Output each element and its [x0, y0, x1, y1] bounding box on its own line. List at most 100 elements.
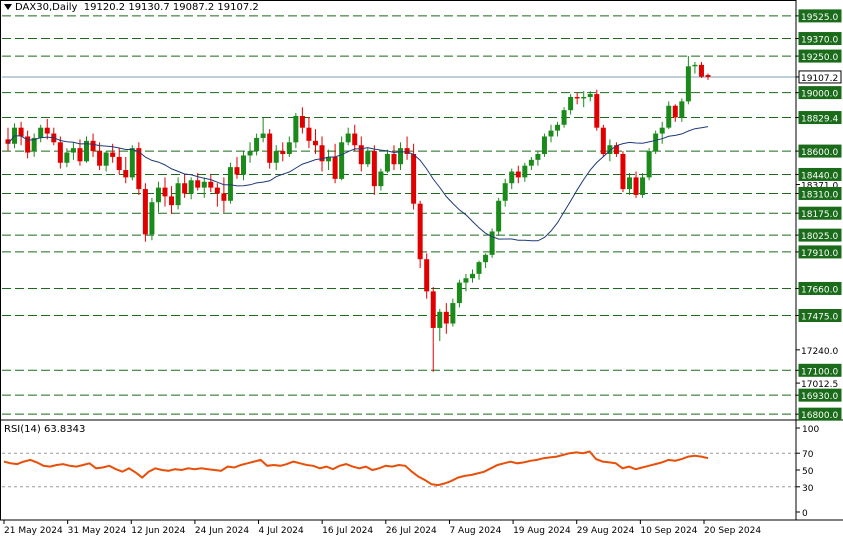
candle [57, 136, 63, 169]
candle-body [607, 145, 613, 154]
candle-body [97, 151, 103, 166]
candle-body [214, 187, 220, 194]
candle-body [18, 127, 24, 137]
candle [594, 89, 600, 131]
rsi-label: RSI(14) [4, 424, 41, 435]
candle-body [653, 133, 659, 152]
candle [496, 197, 502, 236]
candle-body [195, 180, 201, 188]
price-tick-box [798, 186, 842, 200]
candle-body [84, 140, 90, 162]
candle [685, 56, 691, 105]
price-tick-box [798, 9, 842, 23]
candle-body [646, 151, 652, 178]
candle-body [417, 203, 423, 260]
candle [646, 148, 652, 181]
rsi-axis: 100 70 50 30 0 [796, 425, 819, 519]
price-axis: 19525.0 19370.0 19250.0 19107.2 19000.0 18829… [796, 9, 842, 421]
candle [541, 133, 547, 157]
candle [522, 162, 528, 182]
candle-body [201, 181, 207, 188]
candle-body [594, 94, 600, 128]
candle-body [182, 183, 188, 194]
candle [254, 133, 260, 156]
date-tick-label: 19 Aug 2024 [513, 526, 571, 536]
candle [391, 145, 397, 171]
candle [123, 156, 129, 184]
candle-body [483, 254, 489, 263]
candle-body [705, 75, 711, 77]
candle [620, 151, 626, 192]
candle-body [5, 139, 11, 144]
candle-body [254, 137, 260, 152]
candle [469, 269, 475, 283]
candle-body [293, 116, 299, 143]
candle-body [110, 152, 116, 157]
candle-body [672, 105, 678, 118]
candle-body [306, 127, 312, 141]
candle [463, 273, 469, 292]
candle [38, 124, 44, 143]
candle [443, 303, 449, 334]
candle-body [476, 262, 482, 274]
candle [142, 183, 148, 242]
candle [267, 129, 273, 169]
candle-body [371, 151, 377, 187]
candle-body [378, 171, 384, 187]
price-tick-label: 16800.0 [801, 411, 838, 421]
candle-body [411, 154, 417, 204]
candle-body [679, 101, 685, 118]
price-tick-box [798, 206, 842, 220]
candle-body [469, 273, 475, 279]
low-value: 19087.2 [172, 2, 215, 13]
price-tick-label: 18829.4 [801, 115, 838, 125]
candle [600, 124, 606, 157]
candle-body [541, 136, 547, 154]
price-tick-box [798, 70, 842, 84]
price-tick-box [798, 167, 842, 181]
candle-body [548, 130, 554, 137]
price-tick-box [798, 363, 842, 377]
candle-body [384, 154, 390, 172]
rsi-tick-label: 50 [802, 467, 814, 477]
candle-body [515, 171, 521, 178]
candle [384, 149, 390, 173]
candle [273, 145, 279, 171]
candle [31, 133, 37, 157]
candle-body [77, 148, 83, 162]
candle [456, 279, 462, 308]
ma-line [7, 126, 709, 242]
candle-body [424, 259, 430, 292]
moving-average-series [7, 126, 709, 242]
candle-body [339, 142, 345, 179]
candle [116, 148, 122, 175]
candle-body [345, 133, 351, 143]
candle-body [286, 142, 292, 154]
candle-body [633, 177, 639, 195]
price-tick-label: 19370.0 [801, 36, 838, 46]
rsi-series [3, 450, 709, 487]
candle [679, 98, 685, 122]
candle-body [70, 148, 76, 153]
candle-body [273, 151, 279, 163]
date-tick-label: 10 Sep 2024 [640, 526, 697, 536]
price-tick-box [798, 144, 842, 158]
candle [44, 118, 50, 140]
dropdown-triangle-icon[interactable] [4, 4, 12, 10]
candle [574, 92, 580, 105]
candle [299, 107, 305, 134]
candle [5, 127, 11, 152]
candle [136, 142, 142, 195]
candle [319, 136, 325, 172]
candle [548, 124, 554, 143]
rsi-header: RSI(14) 63.8343 [4, 424, 85, 435]
candle [626, 173, 632, 195]
price-tick-label: 19107.2 [801, 74, 838, 84]
candle-body [659, 127, 665, 134]
price-tick-box [798, 407, 842, 421]
price-tick-box [798, 86, 842, 100]
price-tick-box [798, 49, 842, 63]
candle [345, 127, 351, 146]
candle-body [90, 140, 96, 152]
price-tick-label: 18310.0 [801, 190, 838, 200]
